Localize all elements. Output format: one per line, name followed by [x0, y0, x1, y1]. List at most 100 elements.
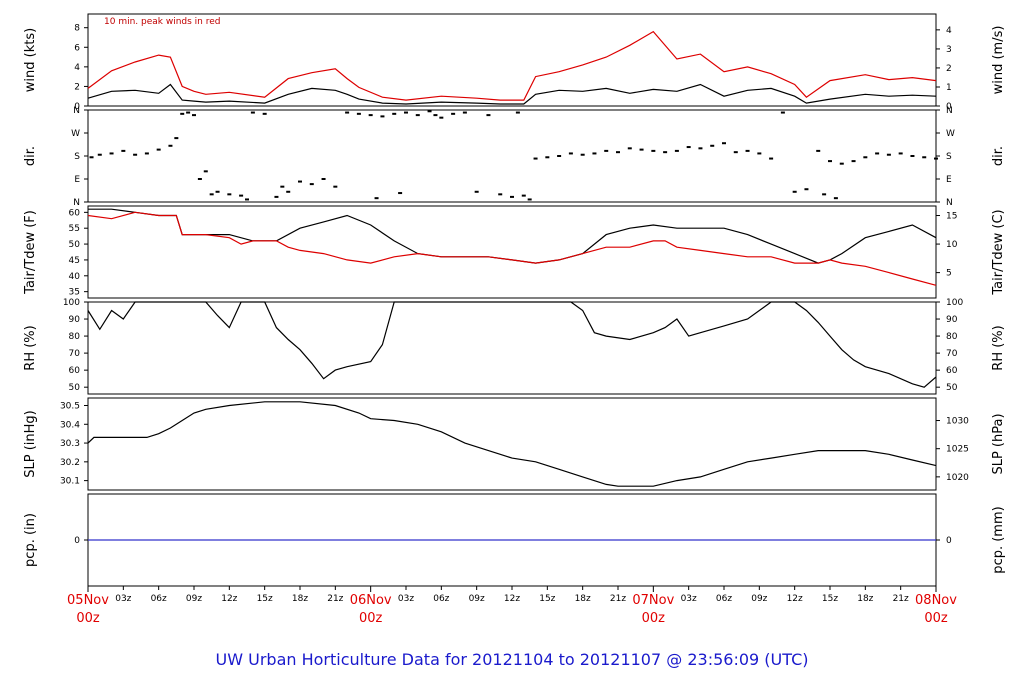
x-hour-label: 12z	[787, 594, 803, 604]
wind-ylabel-right: wind (m/s)	[991, 26, 1006, 95]
dir-point	[321, 178, 326, 180]
dir-point	[280, 185, 285, 188]
slp-ylabel-right: SLP (hPa)	[991, 413, 1006, 474]
x-hour-label: 12z	[504, 594, 520, 604]
dir-point	[804, 188, 809, 191]
x-day-hour-label: 00z	[642, 611, 666, 626]
x-day-hour-label: 00z	[924, 611, 948, 626]
dir-point	[792, 190, 797, 193]
wind-right-tick-label: 3	[946, 45, 952, 55]
dir-point	[674, 149, 679, 152]
dir-point	[197, 178, 202, 180]
rh-series-line-0	[87, 301, 937, 388]
wind-panel-frame	[87, 13, 937, 107]
dir-point	[769, 157, 774, 160]
dir-point	[239, 194, 244, 197]
rh-right-tick-label: 70	[946, 349, 958, 359]
pcp-right-tick-label: 0	[946, 536, 952, 546]
dir-point	[174, 137, 179, 140]
dir-point	[663, 151, 668, 154]
tair-left-tick-label: 40	[69, 272, 81, 282]
dir-point	[910, 155, 915, 157]
dir-point	[286, 190, 291, 193]
dir-point	[433, 114, 438, 117]
dir-point	[851, 160, 856, 163]
rh-right-tick-label: 50	[946, 383, 958, 393]
dir-point	[245, 198, 249, 201]
dir-point	[298, 180, 302, 183]
x-hour-label: 15z	[257, 594, 273, 604]
rh-right-tick-label: 80	[946, 332, 958, 342]
dir-left-tick-label: W	[71, 129, 80, 139]
x-hour-label: 21z	[327, 594, 343, 604]
dir-point	[627, 147, 632, 150]
dir-point	[180, 112, 185, 115]
dir-point	[686, 146, 691, 149]
dir-point	[580, 153, 585, 156]
tair-right-tick-label: 5	[946, 269, 952, 279]
rh-right-tick-label: 60	[946, 366, 958, 376]
x-hour-label: 09z	[186, 594, 202, 604]
tair-right-tick-label: 10	[946, 240, 958, 250]
dir-point	[97, 153, 102, 156]
wind-left-tick-label: 6	[74, 43, 80, 53]
x-hour-label: 06z	[716, 594, 732, 604]
dir-point	[828, 160, 832, 163]
dir-point	[934, 157, 938, 160]
slp-panel-frame	[87, 397, 937, 491]
dir-point	[875, 152, 880, 155]
dir-point	[527, 198, 532, 201]
dir-point	[274, 195, 279, 198]
x-hour-label: 18z	[575, 594, 591, 604]
pcp-ylabel-left: pcp. (in)	[23, 513, 38, 567]
dir-left-tick-label: S	[74, 152, 80, 162]
wind-right-tick-label: 2	[946, 64, 952, 74]
dir-point	[521, 194, 526, 197]
dir-point	[733, 151, 738, 154]
dir-left-tick-label: N	[73, 198, 80, 208]
x-hour-label: 18z	[857, 594, 873, 604]
footer-title: UW Urban Horticulture Data for 20121104 …	[215, 650, 809, 669]
dir-point	[616, 151, 620, 154]
wind-left-tick-label: 0	[74, 102, 80, 112]
dir-point	[451, 112, 456, 115]
x-hour-label: 12z	[221, 594, 237, 604]
x-hour-label: 15z	[822, 594, 838, 604]
dir-point	[898, 152, 903, 155]
tair-ylabel-right: Tair/Tdew (C)	[991, 209, 1006, 295]
dir-left-tick-label: N	[73, 106, 80, 116]
dir-point	[368, 114, 373, 117]
tair-right-tick-label: 15	[946, 212, 957, 222]
dir-point	[215, 190, 220, 193]
dir-point	[651, 149, 656, 152]
dir-point	[168, 144, 173, 147]
dir-point	[698, 147, 703, 150]
dir-point	[722, 142, 726, 145]
dir-point	[186, 111, 191, 114]
dir-point	[545, 156, 550, 159]
dir-point	[356, 112, 361, 115]
dir-right-tick-label: N	[946, 198, 953, 208]
wind-series-line-0	[87, 83, 937, 105]
dir-point	[427, 110, 432, 113]
wind-left-tick-label: 2	[74, 82, 80, 92]
x-hour-label: 06z	[151, 594, 167, 604]
wind-series-line-1	[87, 30, 937, 101]
x-hour-label: 03z	[115, 594, 131, 604]
dir-point	[415, 114, 420, 117]
x-hour-label: 21z	[893, 594, 909, 604]
wind-ylabel-left: wind (kts)	[23, 28, 38, 92]
dir-point	[592, 152, 597, 155]
dir-point	[262, 112, 267, 115]
dir-point	[156, 148, 161, 151]
rh-left-tick-label: 60	[69, 366, 81, 376]
slp-right-tick-label: 1020	[946, 473, 969, 483]
tair-left-tick-label: 45	[69, 256, 80, 266]
rh-right-tick-label: 90	[946, 315, 958, 325]
pcp-left-tick-label: 0	[74, 536, 80, 546]
dir-right-tick-label: N	[946, 106, 953, 116]
dir-point	[380, 115, 385, 118]
slp-right-tick-label: 1030	[946, 417, 969, 427]
dir-point	[209, 193, 214, 196]
slp-left-tick-label: 30.3	[60, 439, 80, 449]
